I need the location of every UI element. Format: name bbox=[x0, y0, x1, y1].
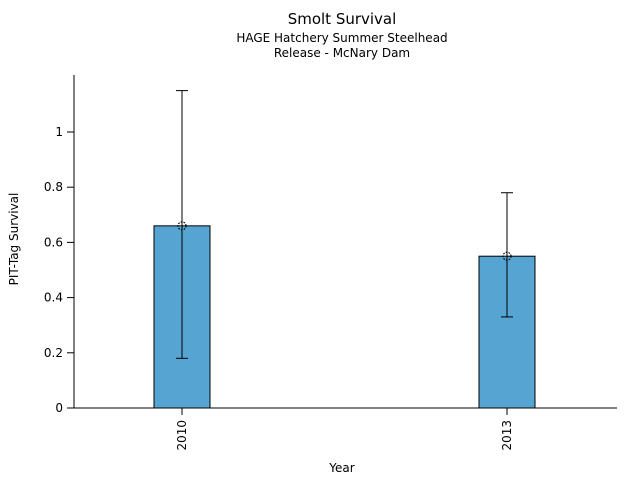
chart-title: Smolt Survival bbox=[287, 10, 397, 28]
x-tick-label: 2010 bbox=[175, 420, 189, 451]
y-tick-label: 0 bbox=[55, 401, 63, 415]
x-axis-label: Year bbox=[329, 461, 355, 475]
y-axis-label: PIT-Tag Survival bbox=[7, 192, 21, 286]
chart-subtitle-line1: HAGE Hatchery Summer Steelhead bbox=[236, 31, 448, 45]
y-tick-label: 0.2 bbox=[44, 346, 63, 360]
point-marker-2010 bbox=[177, 221, 187, 231]
point-marker-2013 bbox=[502, 251, 512, 261]
y-tick-label: 1 bbox=[55, 125, 63, 139]
chart-subtitle-line2: Release - McNary Dam bbox=[273, 46, 411, 60]
x-tick-label: 2013 bbox=[500, 420, 514, 451]
y-tick-label: 0.8 bbox=[44, 180, 63, 194]
y-tick-label: 0.6 bbox=[44, 235, 63, 249]
y-tick-label: 0.4 bbox=[44, 291, 63, 305]
